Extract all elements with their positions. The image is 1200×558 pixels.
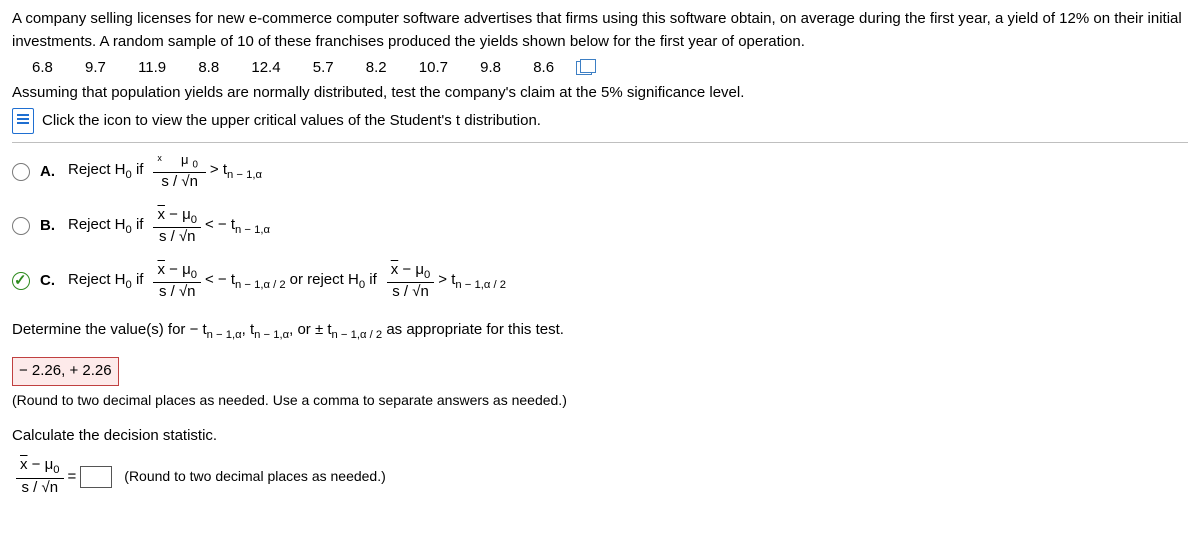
option-a-text: Reject H0 if xyxy=(68,159,143,184)
option-a-relation: > tn − 1,α xyxy=(210,159,262,184)
equals-sign: = xyxy=(68,466,77,489)
option-c-fraction1: x − μ0 s / √n xyxy=(153,262,201,301)
option-c-fraction2: x − μ0 s / √n xyxy=(387,262,435,301)
option-a-fraction: ˣ μ0 s / √n xyxy=(153,153,205,191)
option-b-text: Reject H0 if xyxy=(68,214,143,239)
option-a-row[interactable]: A. Reject H0 if ˣ μ0 s / √n > tn − 1,α xyxy=(12,153,1188,191)
option-b-relation: < − tn − 1,α xyxy=(205,214,270,239)
t-table-link-row[interactable]: Click the icon to view the upper critica… xyxy=(12,108,1188,134)
option-c-relation1: < − tn − 1,α / 2 xyxy=(205,269,286,294)
option-c-row[interactable]: C. Reject H0 if x − μ0 s / √n < − tn − 1… xyxy=(12,262,1188,301)
determine-values-prompt: Determine the value(s) for − tn − 1,α, t… xyxy=(12,319,1188,344)
option-c-text2: or reject H0 if xyxy=(290,269,377,294)
decision-statistic-hint: (Round to two decimal places as needed.) xyxy=(124,466,385,487)
option-b-fraction: x − μ0 s / √n xyxy=(153,207,201,246)
critical-values-hint: (Round to two decimal places as needed. … xyxy=(12,390,1188,411)
t-table-link-text: Click the icon to view the upper critica… xyxy=(42,110,541,133)
data-val: 9.8 xyxy=(480,59,501,76)
option-c-label: C. xyxy=(40,270,58,293)
option-a-label: A. xyxy=(40,161,58,184)
copy-data-icon[interactable] xyxy=(576,61,592,75)
divider xyxy=(12,142,1188,143)
option-b-label: B. xyxy=(40,215,58,238)
data-val: 5.7 xyxy=(313,59,334,76)
data-val: 8.6 xyxy=(533,59,554,76)
data-val: 12.4 xyxy=(251,59,280,76)
radio-a[interactable] xyxy=(12,163,30,181)
decision-statistic-input[interactable] xyxy=(80,466,112,488)
data-val: 10.7 xyxy=(419,59,448,76)
option-c-relation2: > tn − 1,α / 2 xyxy=(438,269,506,294)
radio-b[interactable] xyxy=(12,217,30,235)
problem-statement-line1: A company selling licenses for new e-com… xyxy=(12,8,1188,53)
data-val: 11.9 xyxy=(138,59,166,76)
data-val: 8.8 xyxy=(198,59,219,76)
problem-statement-line2: Assuming that population yields are norm… xyxy=(12,82,1188,105)
decision-statistic-row: x − μ0 s / √n = (Round to two decimal pl… xyxy=(12,457,1188,496)
document-icon xyxy=(12,108,34,134)
option-c-text1: Reject H0 if xyxy=(68,269,143,294)
decision-statistic-fraction: x − μ0 s / √n xyxy=(16,457,64,496)
option-b-row[interactable]: B. Reject H0 if x − μ0 s / √n < − tn − 1… xyxy=(12,207,1188,246)
sample-data-row: 6.8 9.7 11.9 8.8 12.4 5.7 8.2 10.7 9.8 8… xyxy=(12,57,1188,80)
data-val: 8.2 xyxy=(366,59,387,76)
data-val: 6.8 xyxy=(32,59,53,76)
critical-values-answer[interactable]: − 2.26, + 2.26 xyxy=(12,357,119,386)
radio-c[interactable] xyxy=(12,272,30,290)
data-val: 9.7 xyxy=(85,59,106,76)
calculate-statistic-prompt: Calculate the decision statistic. xyxy=(12,425,1188,448)
